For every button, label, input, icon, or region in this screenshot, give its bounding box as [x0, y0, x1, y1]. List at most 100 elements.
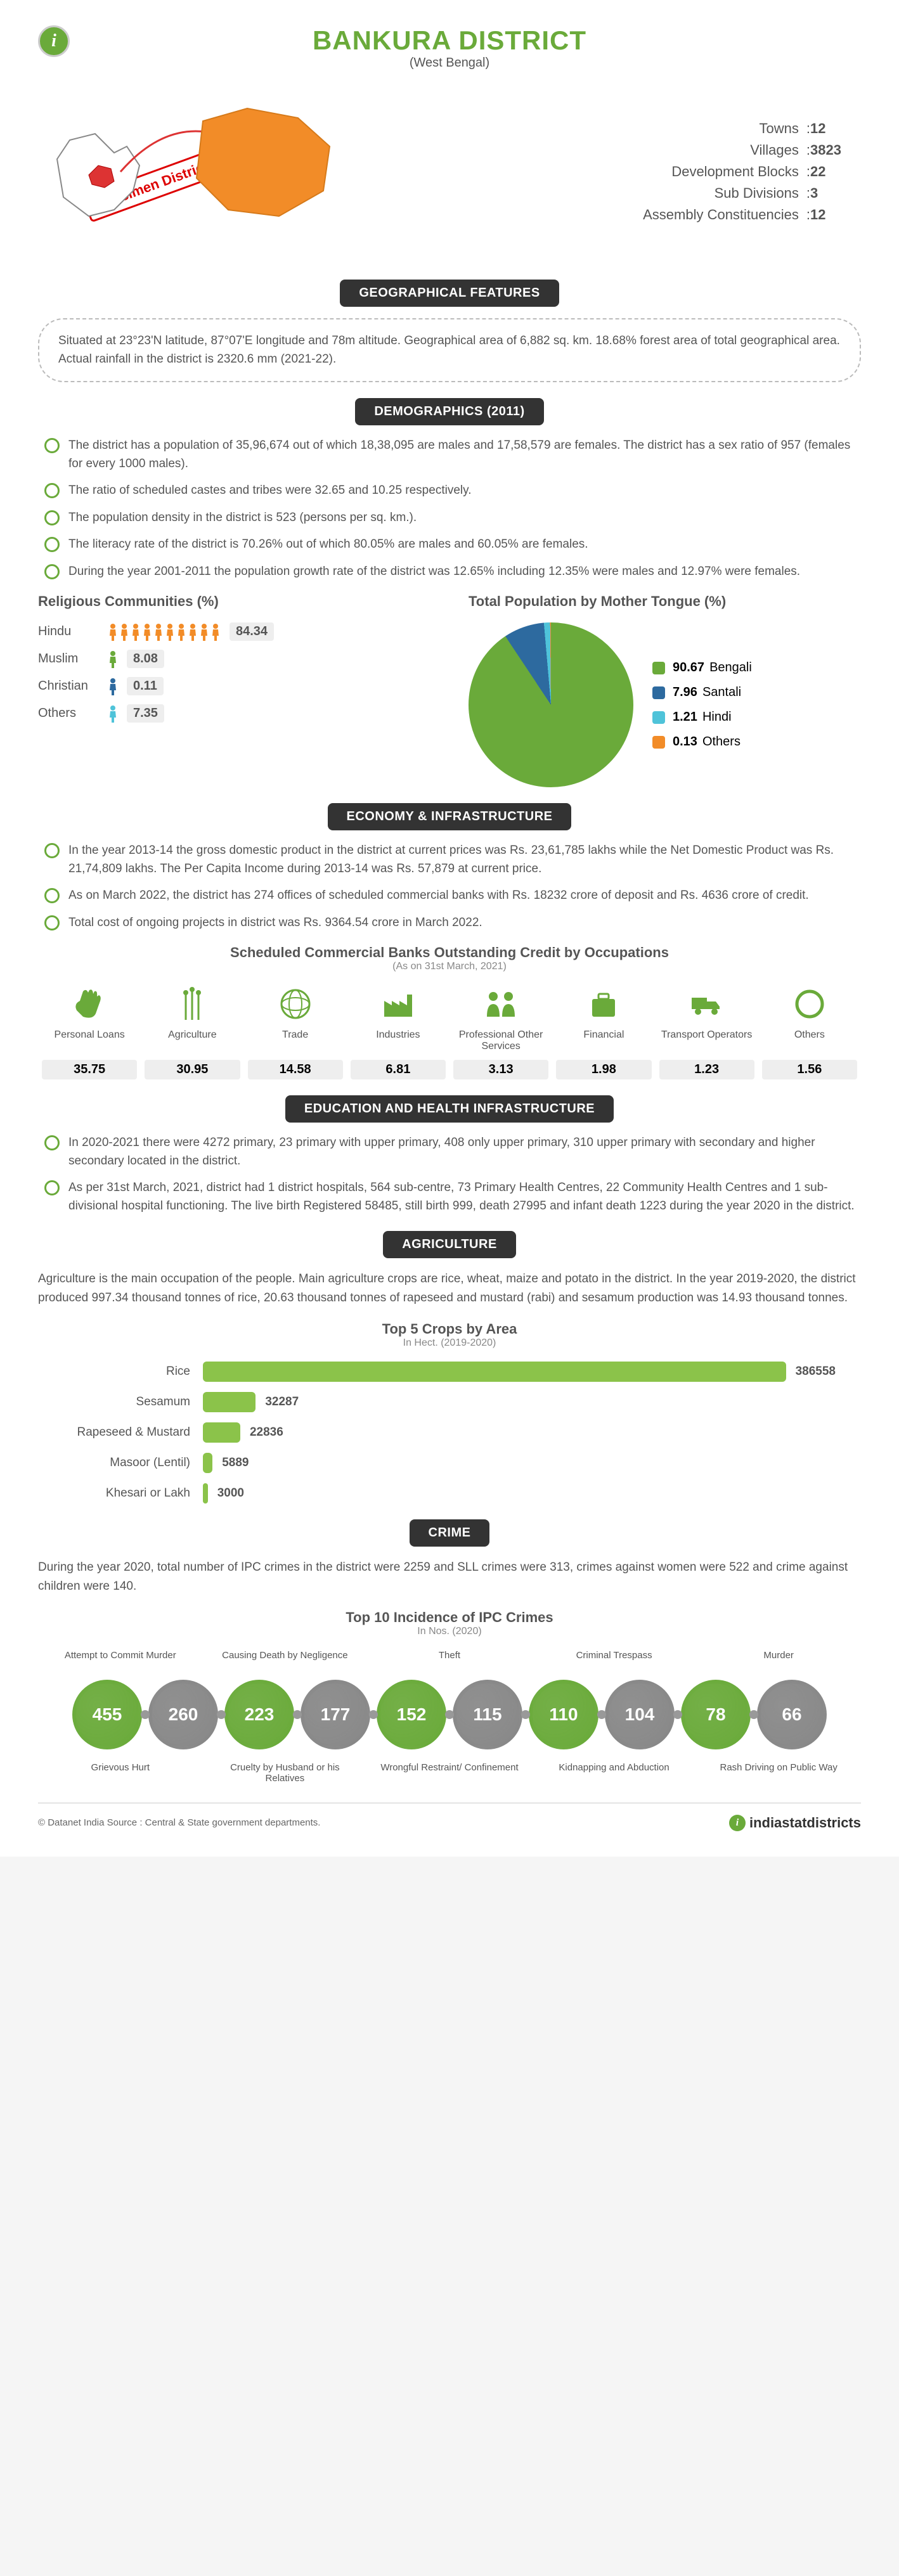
occupation-item: Transport Operators1.23	[656, 985, 758, 1079]
crop-row: Sesamum32287	[63, 1392, 836, 1412]
pie-legend: 90.67Bengali 7.96Santali 1.21Hindi 0.13Othe…	[652, 650, 861, 759]
person-icons	[108, 705, 118, 723]
crop-row: Rapeseed & Mustard22836	[63, 1422, 836, 1443]
page-container: i BANKURA DISTRICT (West Bengal) Specime…	[0, 0, 899, 1857]
chain-link-icon	[597, 1710, 606, 1719]
crime-label: Murder	[700, 1650, 857, 1661]
occupation-item: Industries6.81	[347, 985, 450, 1079]
crime-label: Cruelty by Husband or his Relatives	[206, 1762, 363, 1784]
crime-chart-note: In Nos. (2020)	[38, 1626, 861, 1637]
crime-label: Criminal Trespass	[536, 1650, 693, 1661]
footer: © Datanet India Source : Central & State…	[38, 1803, 861, 1831]
crops-title: Top 5 Crops by Area	[38, 1321, 861, 1337]
bullet-item: As on March 2022, the district has 274 o…	[44, 887, 855, 905]
crops-note: In Hect. (2019-2020)	[38, 1337, 861, 1349]
crime-node: 104	[605, 1680, 675, 1749]
heading-agri: AGRICULTURE	[383, 1231, 516, 1258]
footer-logo: iindiastatdistricts	[729, 1815, 861, 1831]
crime-label: Attempt to Commit Murder	[42, 1650, 199, 1661]
top-row: Specimen District Towns : 12 Villages : …	[38, 83, 861, 261]
bullet-dot-icon	[44, 564, 60, 579]
bullet-dot-icon	[44, 888, 60, 903]
chain-link-icon	[293, 1710, 302, 1719]
credit-note: (As on 31st March, 2021)	[38, 961, 861, 972]
chain-link-icon	[749, 1710, 758, 1719]
factory-icon	[379, 985, 417, 1023]
briefcase-icon	[585, 985, 623, 1023]
econ-bullets: In the year 2013-14 the gross domestic p…	[38, 842, 861, 932]
person-icons	[108, 623, 221, 641]
chain-link-icon	[673, 1710, 682, 1719]
crop-bar	[203, 1362, 786, 1382]
crime-label: Kidnapping and Abduction	[536, 1762, 693, 1784]
bullet-dot-icon	[44, 483, 60, 498]
religion-chart: Religious Communities (%) Hindu84.34Musl…	[38, 593, 430, 787]
crime-labels-bottom: Grievous HurtCruelty by Husband or his R…	[38, 1762, 861, 1784]
stat-subdiv: Sub Divisions : 3	[368, 185, 861, 202]
stat-towns: Towns : 12	[368, 120, 861, 137]
legend-item: 7.96Santali	[652, 685, 861, 700]
crop-row: Khesari or Lakh3000	[63, 1483, 836, 1504]
crop-bar	[203, 1483, 208, 1504]
stat-blocks: Development Blocks : 22	[368, 164, 861, 180]
occupation-item: Professional Other Services3.13	[450, 985, 552, 1079]
globe-icon	[276, 985, 314, 1023]
bullet-dot-icon	[44, 1135, 60, 1150]
crop-row: Masoor (Lentil)5889	[63, 1453, 836, 1473]
crops-chart: Rice386558 Sesamum32287 Rapeseed & Mustard…	[38, 1362, 861, 1504]
bullet-item: During the year 2001-2011 the population…	[44, 563, 855, 581]
bullet-dot-icon	[44, 915, 60, 931]
info-badge-icon: i	[38, 25, 70, 57]
bullet-item: The population density in the district i…	[44, 509, 855, 527]
crime-node: 455	[72, 1680, 142, 1749]
hand-icon	[70, 985, 108, 1023]
occupation-item: Agriculture30.95	[141, 985, 243, 1079]
chain-link-icon	[141, 1710, 150, 1719]
bullet-dot-icon	[44, 510, 60, 525]
stat-villages: Villages : 3823	[368, 142, 861, 158]
crime-node: 177	[301, 1680, 370, 1749]
map-svg	[38, 83, 342, 261]
crop-row: Rice386558	[63, 1362, 836, 1382]
crime-text: During the year 2020, total number of IP…	[38, 1558, 861, 1597]
crime-label: Theft	[371, 1650, 528, 1661]
occupation-item: Personal Loans35.75	[38, 985, 141, 1079]
legend-item: 90.67Bengali	[652, 660, 861, 675]
tongue-chart: Total Population by Mother Tongue (%) 90…	[469, 593, 861, 787]
heading-edu: EDUCATION AND HEALTH INFRASTRUCTURE	[285, 1095, 614, 1123]
religion-row: Hindu84.34	[38, 622, 430, 641]
crime-label: Causing Death by Negligence	[206, 1650, 363, 1661]
legend-item: 1.21Hindi	[652, 710, 861, 724]
district-map: Specimen District	[38, 83, 342, 261]
crime-node: 223	[224, 1680, 294, 1749]
bullet-item: As per 31st March, 2021, district had 1 …	[44, 1179, 855, 1215]
demo-bullets: The district has a population of 35,96,6…	[38, 437, 861, 581]
crime-node: 110	[529, 1680, 598, 1749]
legend-item: 0.13Others	[652, 735, 861, 749]
legend-swatch	[652, 686, 665, 699]
legend-swatch	[652, 736, 665, 749]
bullet-dot-icon	[44, 438, 60, 453]
crime-node: 115	[453, 1680, 522, 1749]
legend-swatch	[652, 711, 665, 724]
chain-link-icon	[369, 1710, 378, 1719]
footer-source: © Datanet India Source : Central & State…	[38, 1817, 320, 1828]
person-icons	[108, 678, 118, 695]
bullet-item: The district has a population of 35,96,6…	[44, 437, 855, 473]
occupation-item: Financial1.98	[552, 985, 655, 1079]
truck-icon	[688, 985, 726, 1023]
crop-bar	[203, 1453, 212, 1473]
demo-charts: Religious Communities (%) Hindu84.34Musl…	[38, 593, 861, 787]
bullet-dot-icon	[44, 537, 60, 552]
crime-labels-top: Attempt to Commit Murder Causing Death by…	[38, 1650, 861, 1661]
crime-node: 66	[757, 1680, 827, 1749]
tongue-title: Total Population by Mother Tongue (%)	[469, 593, 861, 610]
crime-node: 152	[377, 1680, 446, 1749]
heading-crime: CRIME	[410, 1519, 490, 1547]
bullet-item: In 2020-2021 there were 4272 primary, 23…	[44, 1134, 855, 1170]
religion-row: Others7.35	[38, 704, 430, 723]
agri-text: Agriculture is the main occupation of th…	[38, 1270, 861, 1308]
heading-geo: GEOGRAPHICAL FEATURES	[340, 280, 559, 307]
heading-demo: DEMOGRAPHICS (2011)	[355, 398, 543, 425]
chain-link-icon	[217, 1710, 226, 1719]
